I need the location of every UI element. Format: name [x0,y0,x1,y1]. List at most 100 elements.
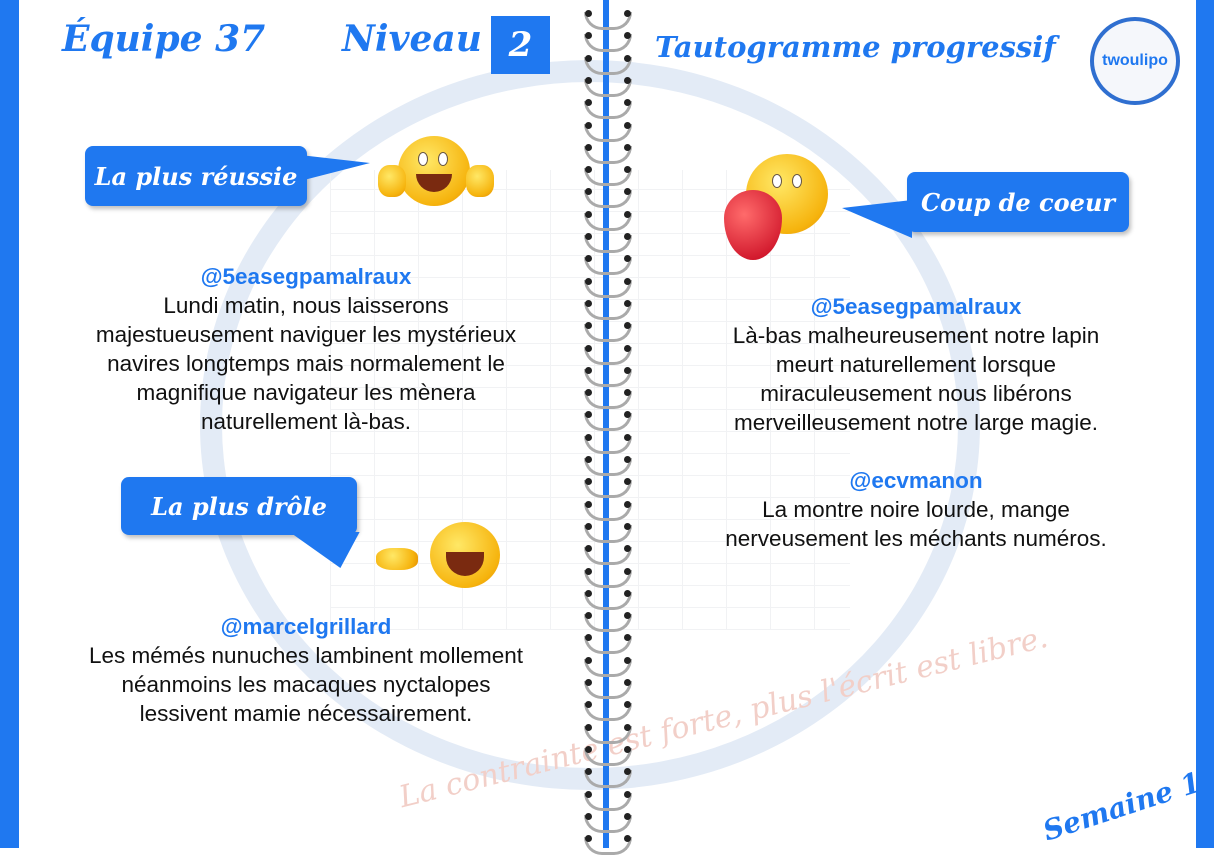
ring-hole [624,76,631,84]
ring-hole [624,121,631,129]
team-title: Équipe 37 [62,18,266,60]
entry-line: merveilleusement notre large magie. [734,410,1098,435]
entry-line: navires longtemps mais normalement le [107,351,505,376]
best-entry: @5easegpamalraux Lundi matin, nous laiss… [30,262,582,436]
entry-line: lessivent mamie nécessairement. [139,701,473,726]
ring-hole [624,835,631,843]
ring-hole [585,433,592,441]
ring-hole [624,322,631,330]
ring-hole [585,188,592,196]
entry-line: La montre noire lourde, mange [762,497,1070,522]
entry-line: meurt naturellement lorsque [775,352,1057,377]
ring-hole [624,679,631,686]
laughing-emoji-icon [430,522,500,588]
ring-hole [585,478,592,486]
ring-hole [624,143,631,151]
left-border [0,0,19,848]
ring-hole [624,277,631,285]
ring-hole [585,143,592,151]
ring-hole [624,54,631,62]
ring-hole [624,233,631,240]
ring-hole [585,456,592,463]
ring-hole [624,545,631,553]
ring-hole [624,790,631,798]
ring-hole [585,545,592,553]
thumbs-up-emoji-icon [398,136,470,206]
challenge-title: Tautogramme progressif [655,30,1056,64]
ring-hole [624,99,631,107]
ring-hole [585,277,592,285]
ring-hole [585,790,592,798]
ring-hole [585,99,592,107]
ring-hole [624,522,631,530]
ring-hole [624,656,631,664]
pointing-hand-icon [376,548,418,570]
ring-hole [585,121,592,129]
ring-hole [585,567,592,575]
favorite-entry: @5easegpamalraux Là-bas malheureusement … [636,292,1196,437]
ring-hole [585,344,592,352]
ring-hole [585,612,592,620]
ring-hole [585,522,592,530]
ring-hole [585,701,592,709]
ring-hole [624,634,631,642]
ring-hole [585,812,592,820]
level-label: Niveau [342,18,482,60]
ring-hole [585,233,592,240]
heart-icon [724,190,782,260]
funny-entry: @marcelgrillard Les mémés nunuches lambi… [30,612,582,728]
entry-line: Les mémés nunuches lambinent mollement [89,643,523,668]
ring-hole [624,255,631,263]
ring-hole [585,322,592,330]
ring-hole [585,835,592,843]
best-award-label: La plus réussie [85,146,307,206]
ring-hole [624,745,631,753]
bubble-tail [300,155,370,181]
ring-hole [624,478,631,486]
ring-hole [624,723,631,731]
author-handle: @marcelgrillard [220,614,392,639]
ring-hole [624,299,631,307]
favorite-entry: @ecvmanon La montre noire lourde, mange … [636,466,1196,553]
entry-line: Là-bas malheureusement notre lapin [732,323,1100,348]
ring-hole [585,411,592,419]
entry-line: nerveusement les méchants numéros. [725,526,1107,551]
ring-hole [585,745,592,753]
ring-hole [585,679,592,686]
ring-hole [624,768,631,776]
ring-hole [624,166,631,174]
ring-hole [585,10,592,17]
ring-hole [585,76,592,84]
ring-hole [585,656,592,664]
ring-hole [585,299,592,307]
ring-hole [585,166,592,174]
level-badge: 2 [491,16,550,74]
ring-hole [585,500,592,508]
ring-hole [585,32,592,40]
author-handle: @5easegpamalraux [810,294,1022,319]
favorite-award-label: Coup de coeur [907,172,1129,232]
ring-hole [585,768,592,776]
right-border [1196,0,1214,848]
ring-hole [624,456,631,463]
ring-hole [585,210,592,218]
ring-hole [624,344,631,352]
ring-hole [624,433,631,441]
ring-hole [585,366,592,374]
ring-hole [624,589,631,597]
ring-hole [624,411,631,419]
entry-line: néanmoins les macaques nyctalopes [121,672,491,697]
ring-hole [624,210,631,218]
author-handle: @ecvmanon [849,468,983,493]
entry-line: miraculeusement nous libérons [760,381,1072,406]
week-label: Semaine 1 [1038,765,1205,848]
ring-hole [585,54,592,62]
ring-hole [585,723,592,731]
ring-hole [624,500,631,508]
funny-award-label: La plus drôle [121,477,357,535]
ring-hole [585,389,592,397]
author-handle: @5easegpamalraux [200,264,412,289]
entry-line: Lundi matin, nous laisserons [163,293,449,318]
logo-text: twoulipo [1102,52,1168,69]
ring-hole [624,701,631,709]
